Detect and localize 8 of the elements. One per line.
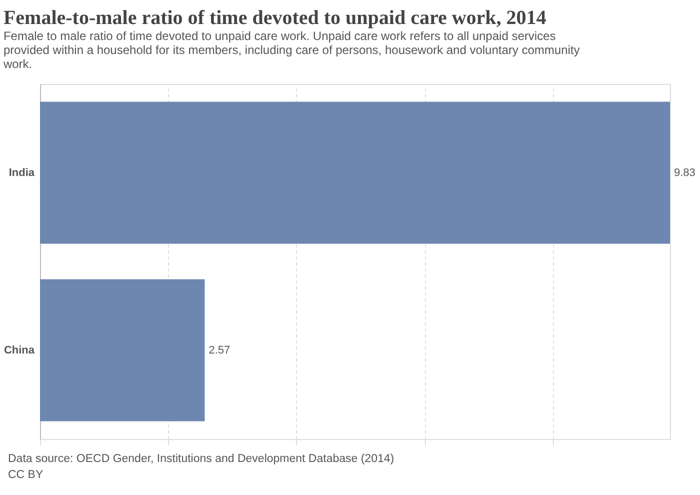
- chart-title: Female-to-male ratio of time devoted to unpaid care work, 2014: [3, 7, 546, 29]
- source-note: Data source: OECD Gender, Institutions and Development Database (2014): [8, 453, 394, 465]
- y-tick-label: India: [8, 166, 36, 179]
- data-label: 2.57: [208, 344, 230, 356]
- y-tick-label: China: [4, 344, 36, 356]
- data-label: 9.83: [674, 166, 696, 179]
- chart-subtitle: Female to male ratio of time devoted to unpaid care work. Unpaid care work refers to all unpaid services provided within a household for its members, including care of persons, housework and voluntary community work.: [2, 29, 580, 71]
- text: CC BY: [8, 469, 44, 481]
